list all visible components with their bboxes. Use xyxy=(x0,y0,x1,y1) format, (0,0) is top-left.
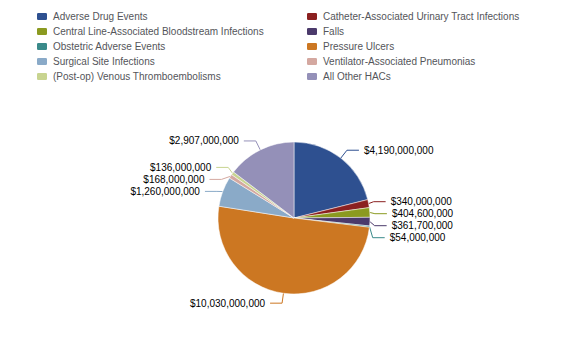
svg-text:Adverse Drug Events: Adverse Drug Events xyxy=(53,11,148,22)
svg-text:$168,000,000: $168,000,000 xyxy=(143,174,205,185)
svg-text:$404,600,000: $404,600,000 xyxy=(392,208,454,219)
svg-text:$10,030,000,000: $10,030,000,000 xyxy=(190,298,266,309)
svg-text:$4,190,000,000: $4,190,000,000 xyxy=(364,145,434,156)
svg-text:$1,260,000,000: $1,260,000,000 xyxy=(130,186,200,197)
svg-text:Falls: Falls xyxy=(323,26,344,37)
svg-text:Catheter-Associated Urinary Tr: Catheter-Associated Urinary Tract Infect… xyxy=(323,11,519,22)
svg-text:$136,000,000: $136,000,000 xyxy=(150,162,212,173)
svg-text:Surgical Site Infections: Surgical Site Infections xyxy=(53,56,155,67)
svg-text:$361,700,000: $361,700,000 xyxy=(392,220,454,231)
svg-text:$54,000,000: $54,000,000 xyxy=(390,232,446,243)
svg-text:$340,000,000: $340,000,000 xyxy=(391,196,453,207)
svg-text:Obstetric Adverse Events: Obstetric Adverse Events xyxy=(53,41,165,52)
svg-text:Central Line-Associated Bloods: Central Line-Associated Bloodstream Infe… xyxy=(53,26,264,37)
svg-text:Ventilator-Associated Pneumoni: Ventilator-Associated Pneumonias xyxy=(323,56,475,67)
svg-text:(Post-op) Venous Thromboemboli: (Post-op) Venous Thromboembolisms xyxy=(53,71,221,82)
svg-text:$2,907,000,000: $2,907,000,000 xyxy=(169,135,239,146)
svg-text:All Other HACs: All Other HACs xyxy=(323,71,391,82)
svg-text:Pressure Ulcers: Pressure Ulcers xyxy=(323,41,394,52)
